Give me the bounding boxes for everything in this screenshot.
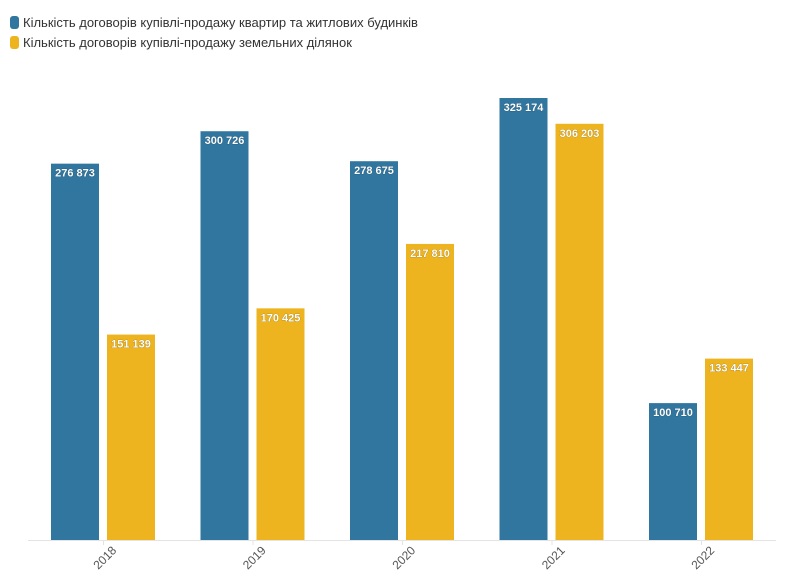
data-label: 100 710 [653,407,693,419]
x-tick-label: 2019 [240,543,269,572]
x-tick-label: 2021 [539,543,568,572]
legend-swatch [10,35,19,49]
bar [256,308,305,540]
data-label: 300 726 [205,135,245,147]
legend-label: Кількість договорів купівлі-продажу квар… [23,14,418,30]
legend: Кількість договорів купівлі-продажу квар… [10,12,418,52]
bar [350,161,398,540]
data-label: 133 447 [709,363,749,375]
data-label: 170 425 [261,312,301,324]
legend-swatch [10,15,19,29]
bar [107,334,155,540]
data-label: 306 203 [560,128,600,140]
bar [705,358,753,540]
bar [406,243,454,541]
x-tick-label: 2018 [90,543,119,572]
data-label: 325 174 [504,102,545,114]
data-label: 217 810 [410,248,450,260]
bar [649,403,697,540]
x-tick-label: 2022 [688,543,717,572]
data-label: 276 873 [55,168,95,180]
data-label: 151 139 [111,339,151,351]
data-label: 278 675 [354,165,394,177]
bar [555,123,604,541]
legend-label: Кількість договорів купівлі-продажу земе… [23,34,352,50]
legend-item-apartments[interactable]: Кількість договорів купівлі-продажу квар… [10,12,418,32]
x-tick-label: 2020 [389,543,418,572]
bar [200,131,249,540]
bar [499,98,548,540]
legend-item-land[interactable]: Кількість договорів купівлі-продажу земе… [10,32,418,52]
bar [51,163,99,540]
